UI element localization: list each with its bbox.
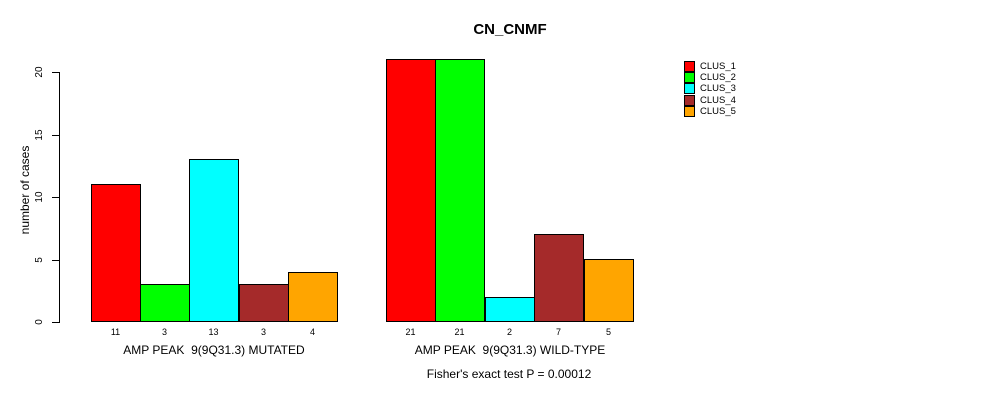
legend-item-clus_5: CLUS_5 — [684, 105, 736, 117]
legend-swatch-icon — [684, 61, 695, 73]
legend-item-clus_1: CLUS_1 — [684, 61, 736, 73]
bar-clus_5-group1 — [288, 272, 338, 322]
bar-value-label: 7 — [555, 327, 561, 337]
y-tick-label: 20 — [34, 66, 45, 78]
y-tick-label: 0 — [34, 319, 45, 325]
y-axis-tick — [52, 260, 59, 261]
legend-item-clus_2: CLUS_2 — [684, 72, 736, 84]
bar-value-label: 4 — [309, 327, 315, 337]
fisher-test-annotation: Fisher's exact test P = 0.00012 — [426, 367, 592, 381]
legend-swatch-icon — [684, 94, 695, 106]
bar-value-label: 5 — [605, 327, 611, 337]
bar-clus_2-group1 — [140, 284, 190, 322]
legend-swatch-icon — [684, 83, 695, 95]
bar-clus_1-group2 — [386, 59, 436, 322]
legend-label: CLUS_2 — [700, 72, 736, 84]
legend-label: CLUS_3 — [700, 83, 736, 95]
bar-clus_5-group2 — [584, 259, 634, 322]
legend-label: CLUS_1 — [700, 61, 736, 73]
legend-item-clus_4: CLUS_4 — [684, 94, 736, 106]
y-axis-tick — [52, 197, 59, 198]
legend-swatch-icon — [684, 105, 695, 117]
bar-value-label: 3 — [161, 327, 167, 337]
bar-clus_1-group1 — [91, 184, 141, 322]
bar-clus_3-group1 — [189, 159, 239, 322]
x-group-label: AMP PEAK 9(9Q31.3) WILD-TYPE — [414, 343, 606, 357]
y-axis-title: number of cases — [18, 145, 32, 235]
y-axis-tick — [52, 72, 59, 73]
legend-item-clus_3: CLUS_3 — [684, 83, 736, 95]
y-tick-label: 5 — [34, 257, 45, 263]
bar-value-label: 13 — [208, 327, 219, 337]
bar-clus_4-group1 — [239, 284, 289, 322]
y-axis-line — [59, 72, 60, 323]
legend-swatch-icon — [684, 72, 695, 84]
bar-clus_4-group2 — [534, 234, 584, 322]
y-tick-label: 10 — [34, 191, 45, 203]
chart-title: CN_CNMF — [473, 21, 547, 38]
y-axis-tick — [52, 322, 59, 323]
y-axis-tick — [52, 135, 59, 136]
legend-label: CLUS_4 — [700, 94, 736, 106]
legend-label: CLUS_5 — [700, 105, 736, 117]
bar-value-label: 21 — [405, 327, 416, 337]
bar-value-label: 21 — [454, 327, 465, 337]
legend: CLUS_1 CLUS_2 CLUS_3 CLUS_4 CLUS_5 — [684, 61, 736, 117]
bar-clus_3-group2 — [485, 297, 535, 322]
y-tick-label: 15 — [34, 129, 45, 141]
x-group-label: AMP PEAK 9(9Q31.3) MUTATED — [123, 343, 305, 357]
bar-value-label: 3 — [260, 327, 266, 337]
bar-clus_2-group2 — [435, 59, 485, 322]
bar-value-label: 2 — [506, 327, 512, 337]
bar-value-label: 11 — [110, 327, 121, 337]
